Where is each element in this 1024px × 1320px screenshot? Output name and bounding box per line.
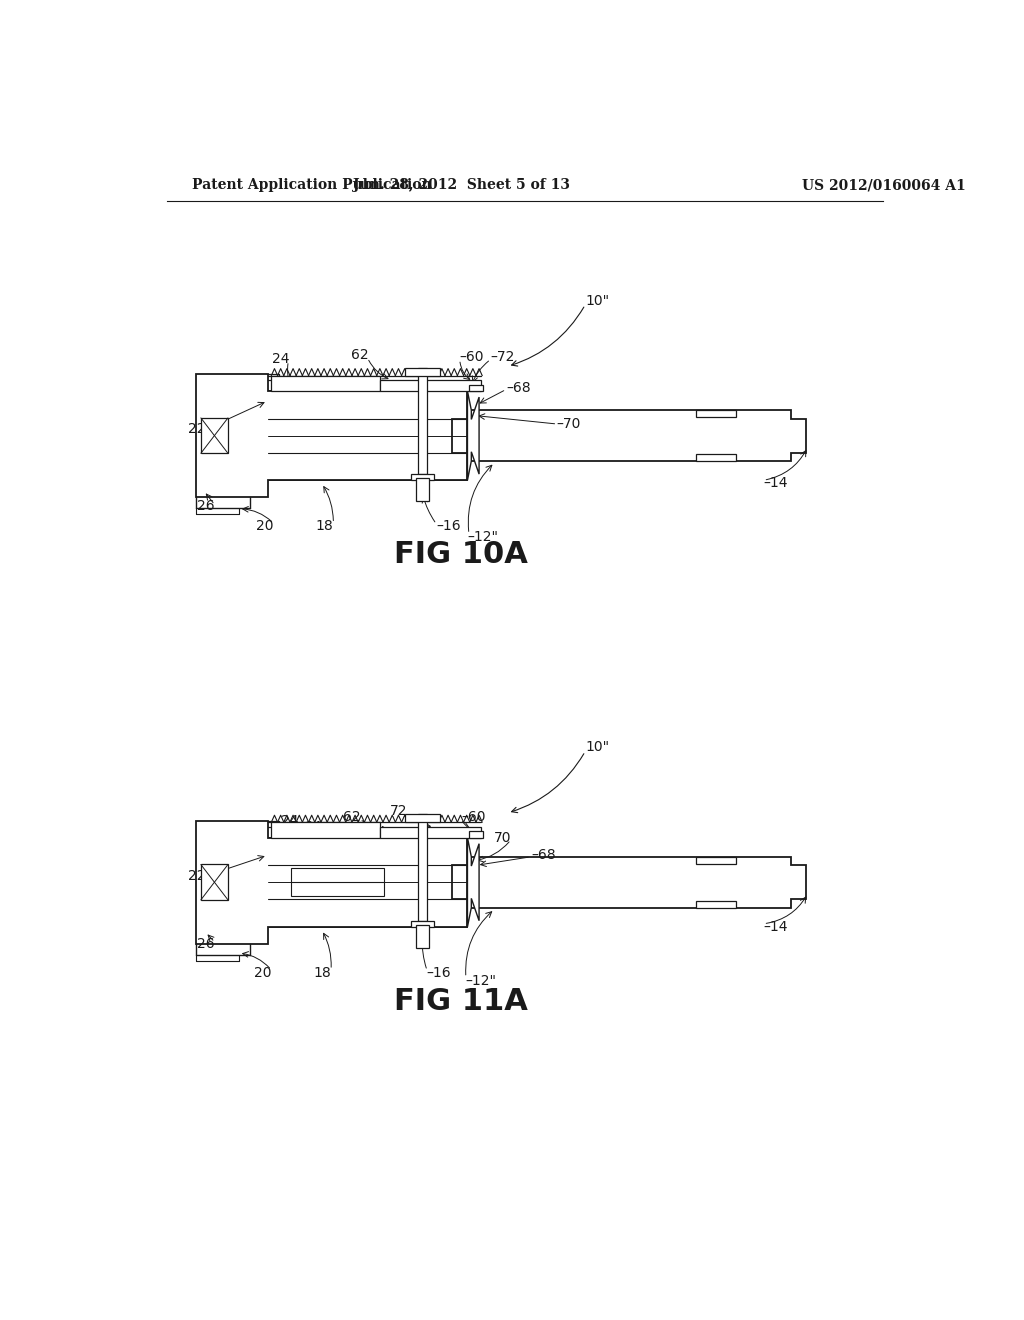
Text: –16: –16 — [426, 966, 451, 979]
Text: US 2012/0160064 A1: US 2012/0160064 A1 — [802, 178, 966, 193]
Bar — [418, 814, 427, 921]
Text: 18: 18 — [313, 966, 331, 979]
Bar — [411, 921, 434, 927]
Text: –12": –12" — [467, 531, 499, 544]
Text: 62: 62 — [343, 809, 360, 824]
Bar — [201, 865, 228, 900]
Polygon shape — [467, 411, 806, 461]
Bar — [380, 380, 480, 391]
Text: 72: 72 — [389, 804, 407, 817]
Polygon shape — [467, 391, 479, 480]
Bar — [380, 826, 480, 838]
Polygon shape — [696, 454, 736, 461]
Polygon shape — [197, 821, 467, 944]
Bar — [418, 368, 427, 474]
Bar — [411, 474, 434, 480]
Bar — [469, 385, 483, 391]
Text: 64: 64 — [304, 820, 322, 834]
Text: 20: 20 — [254, 966, 271, 979]
Text: 22: 22 — [188, 869, 206, 883]
Text: –16: –16 — [436, 520, 461, 533]
Text: 18: 18 — [315, 520, 334, 533]
Bar — [201, 418, 228, 453]
Text: 20: 20 — [256, 520, 273, 533]
Text: –70: –70 — [557, 417, 581, 432]
Text: 24: 24 — [271, 351, 289, 366]
Bar — [271, 822, 380, 838]
Text: –72: –72 — [490, 350, 515, 364]
Text: –14: –14 — [764, 920, 788, 933]
Polygon shape — [696, 857, 736, 863]
Text: 22: 22 — [188, 422, 206, 437]
Bar — [417, 924, 429, 948]
Bar — [271, 376, 380, 391]
Text: FIG 10A: FIG 10A — [394, 540, 528, 569]
Text: –12": –12" — [465, 974, 496, 987]
Text: –60: –60 — [460, 350, 484, 364]
Text: Jun. 28, 2012  Sheet 5 of 13: Jun. 28, 2012 Sheet 5 of 13 — [352, 178, 569, 193]
Text: 70: 70 — [495, 830, 512, 845]
Text: –14: –14 — [764, 477, 788, 490]
Polygon shape — [467, 857, 806, 908]
Text: FIG 11A: FIG 11A — [394, 987, 528, 1016]
Bar — [469, 832, 483, 838]
Polygon shape — [467, 838, 479, 927]
Text: 62: 62 — [350, 347, 369, 362]
Text: 10": 10" — [586, 741, 609, 755]
Polygon shape — [696, 411, 736, 417]
Text: –68: –68 — [531, 849, 556, 862]
Polygon shape — [696, 900, 736, 908]
Bar — [406, 814, 439, 822]
Bar — [291, 869, 384, 896]
Bar — [267, 391, 467, 480]
Text: 26: 26 — [198, 499, 215, 513]
Text: 10": 10" — [586, 294, 609, 308]
Bar — [267, 838, 467, 927]
Text: Patent Application Publication: Patent Application Publication — [191, 178, 431, 193]
Bar — [406, 368, 439, 376]
Text: –60: –60 — [461, 809, 485, 824]
Text: 24: 24 — [281, 813, 299, 828]
Polygon shape — [197, 374, 467, 498]
Text: –68: –68 — [506, 381, 530, 395]
Bar — [417, 478, 429, 502]
Text: 26: 26 — [198, 937, 215, 950]
